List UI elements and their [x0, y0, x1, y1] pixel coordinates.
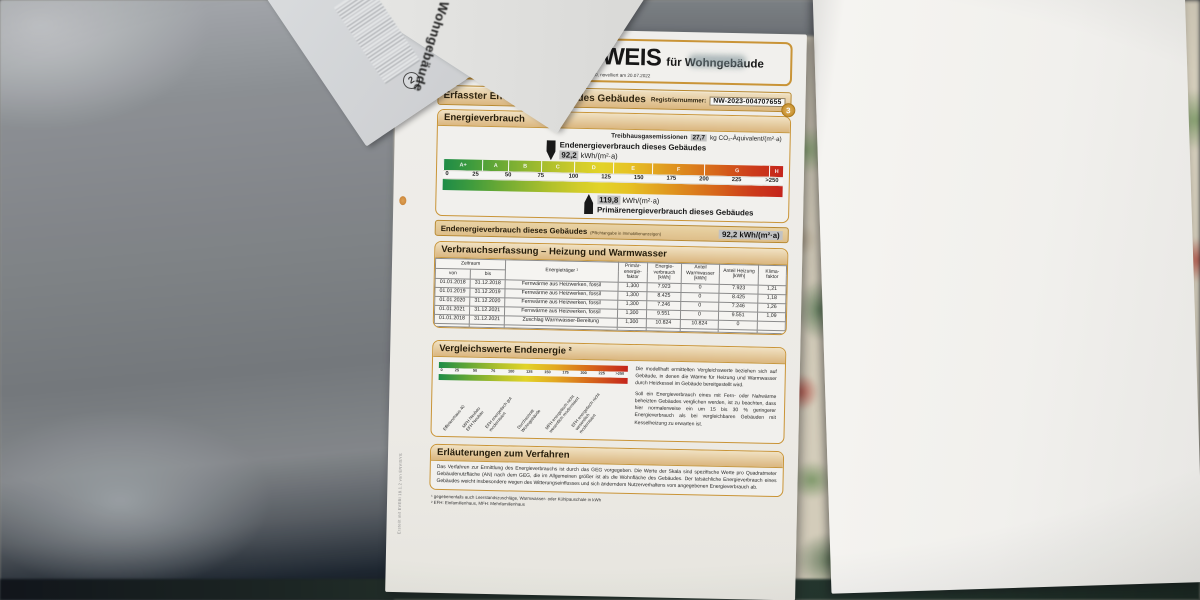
primary-energy-label: Primärenergieverbrauch dieses Gebäudes: [596, 205, 754, 218]
final-energy-value: 92,2: [559, 150, 579, 160]
mandatory-row-label: Endenergieverbrauch dieses Gebäudes: [440, 223, 588, 236]
comparison-explanation: Die modellhaft ermittelten Vergleichswer…: [632, 361, 785, 443]
register-number-value: NW-2023-004707655: [709, 96, 786, 107]
comparison-labels: Effizienzhaus 40 MFH Neubau EFH Neubau EFH…: [437, 380, 627, 438]
scale-class-letter: C: [540, 161, 574, 173]
scale-class-letter: B: [508, 160, 542, 173]
energy-class-scale: A+ A B C D E F G H 0 25 50 75 100 125 150 175 200 225 >250: [442, 158, 784, 198]
scale-class-letter: D: [573, 161, 614, 174]
comparison-scale: 0 25 50 75 100 125 150 175 200 225 >250 Effizienzh…: [431, 357, 633, 440]
left-fabric-shadow: [0, 0, 394, 600]
primary-energy-value: 119,8: [597, 195, 621, 205]
col-anteil-heizung: Anteil Heizung [kWh]: [719, 264, 759, 286]
arrow-down-icon: [546, 140, 555, 160]
scale-tick: 225: [731, 177, 742, 184]
print-credit-vertical-text: Erstellt mit EVEBI 18.1.2 von ENVISYS: [396, 453, 404, 535]
consumption-table: Zeitraum Energieträger ¹ Primär- energie…: [433, 257, 788, 334]
mini-scale-tick: 100: [508, 369, 515, 374]
method-explanation-text: Das Verfahren zur Ermittlung des Energie…: [436, 463, 777, 491]
scale-tick: 75: [537, 172, 545, 180]
mini-scale-tick: 175: [562, 370, 569, 375]
comparison-paragraph: Soll ein Energieverbrauch eines mit Fern…: [634, 390, 777, 427]
ghg-label: Treibhausgasemissionen: [611, 132, 688, 142]
mandatory-row-note: (Pflichtangabe in Immobilienanzeigen): [590, 229, 662, 237]
comparison-label: MFH Neubau EFH Neubau: [461, 405, 485, 432]
col-anteil-warmwasser: Anteil Warmwasser [kWh]: [680, 263, 720, 285]
page-content: ENERGIEAUSWEIS für Wohngebäude gemäß den…: [429, 34, 796, 515]
scale-tick: 175: [666, 175, 677, 182]
page-number-badge: 3: [781, 103, 796, 118]
scale-class-letter: A+: [442, 158, 483, 171]
consumption-table-body: 01.01.2018 31.12.2018 Fernwärme aus Heiz…: [434, 278, 787, 334]
mini-scale-tick: 75: [490, 368, 496, 373]
mini-scale-tick: 0: [440, 367, 443, 372]
primary-energy-unit: kWh/(m²·a): [622, 195, 660, 206]
method-explanation-box: Erläuterungen zum Verfahren Das Verfahre…: [429, 443, 785, 497]
mini-scale-tick: 225: [598, 371, 605, 376]
scale-tick: 100: [568, 173, 579, 180]
mandatory-row-value: 92,2 kWh/(m²·a): [718, 229, 783, 240]
arrow-up-icon: [584, 194, 593, 214]
scale-class-letter: E: [612, 162, 653, 175]
ghg-value: 27,7: [690, 134, 708, 142]
mini-scale-tick: 200: [580, 370, 587, 375]
scale-tick: 50: [504, 172, 512, 179]
mini-scale-tick: 125: [526, 369, 533, 374]
mini-scale-tick: 50: [472, 368, 478, 373]
primary-energy-pointer: 119,8 kWh/(m²·a) Primärenergieverbrauch …: [584, 194, 789, 218]
col-primaerenergiefaktor: Primär- energie- faktor: [617, 262, 648, 283]
comparison-values-box: Vergleichswerte Endenergie ² 0 25 50 75 100 1…: [430, 339, 787, 444]
energieausweis-page: Erstellt mit EVEBI 18.1.2 von ENVISYS E N…: [385, 26, 807, 600]
scale-tick: 200: [699, 176, 709, 183]
footnotes: ¹ gegebenenfalls auch Leerstandszuschläg…: [431, 494, 783, 515]
scale-tick: 150: [633, 174, 644, 182]
col-klimafaktor: Klima- faktor: [758, 265, 787, 286]
scale-tick: >250: [765, 177, 779, 185]
scale-tick: 0: [445, 171, 449, 178]
final-energy-unit: kWh/(m²·a): [580, 150, 618, 161]
consumption-table-box: Verbrauchserfassung – Heizung und Warmwa…: [432, 240, 789, 335]
comparison-label: EFH energetisch gut modernisiert: [483, 395, 513, 433]
ghg-unit: kg CO₂-Äquivalent/(m²·a): [709, 134, 782, 144]
register-number-label: Registriernummer:: [650, 95, 707, 104]
register-number-group: Registriernummer: NW-2023-004707655: [651, 95, 786, 107]
scale-tick: 25: [472, 171, 479, 178]
scale-class-letter: H: [769, 165, 784, 178]
comparison-paragraph: Die modellhaft ermittelten Vergleichswer…: [635, 365, 777, 389]
mandatory-value-row: Endenergieverbrauch dieses Gebäudes (Pfl…: [434, 219, 789, 244]
col-energieverbrauch: Energie- verbrauch [kWh]: [647, 262, 682, 284]
scale-class-letter: A: [482, 159, 509, 172]
blank-sheet: [812, 0, 1200, 594]
mini-scale-tick: 25: [454, 368, 460, 373]
comparison-label: Durchschnitt Wohngebäude: [515, 408, 542, 433]
scale-tick: 125: [601, 174, 611, 181]
col-energietraeger: Energieträger ¹: [505, 259, 619, 283]
punch-hole-mark: [399, 196, 407, 206]
energy-consumption-box: Energieverbrauch Treibhausgasemissionen …: [435, 108, 792, 224]
mini-scale-tick: 150: [544, 369, 551, 375]
mini-scale-tick: >250: [615, 371, 625, 376]
highlight-smudge: [688, 54, 747, 69]
